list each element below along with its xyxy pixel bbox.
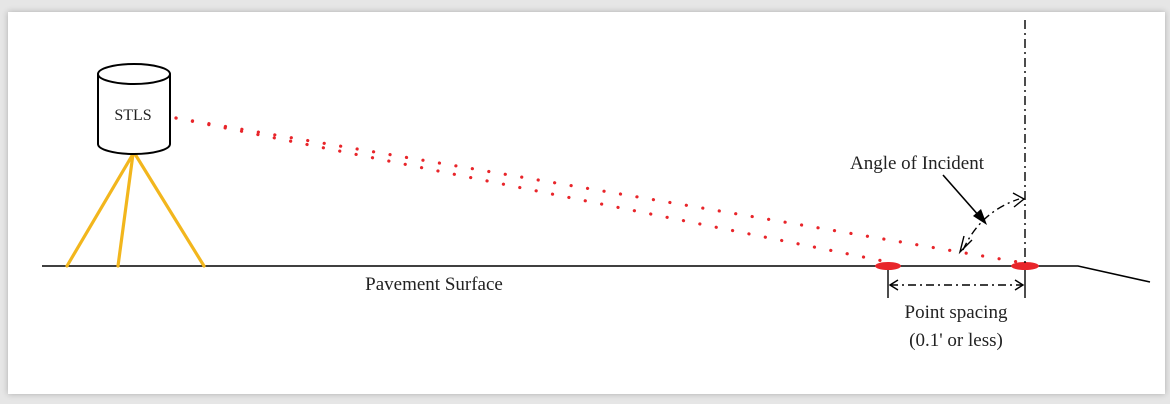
tripod — [65, 152, 206, 268]
scanner-stls — [97, 63, 171, 155]
scanner-label: STLS — [114, 107, 151, 124]
diagram-frame — [8, 12, 1165, 394]
point-spacing-value-label: (0.1' or less) — [909, 330, 1003, 351]
pavement-surface-label: Pavement Surface — [365, 274, 503, 295]
laser-spot-far — [1011, 262, 1039, 270]
angle-pointer-arrowhead — [973, 209, 987, 225]
point-spacing-dimension — [887, 270, 1026, 298]
laser-spot-near — [875, 262, 901, 270]
angle-pointer-arrow — [942, 174, 981, 218]
angle-arrowhead-right — [1012, 192, 1026, 208]
angle-of-incident-label: Angle of Incident — [850, 153, 985, 174]
incident-angle-arc — [962, 198, 1020, 251]
laser-beam-near — [174, 116, 890, 264]
angle-arrowhead-left — [958, 235, 973, 255]
laser-beam-far — [174, 116, 1020, 264]
pavement-surface-line — [42, 265, 1151, 283]
point-spacing-label: Point spacing — [905, 302, 1008, 323]
